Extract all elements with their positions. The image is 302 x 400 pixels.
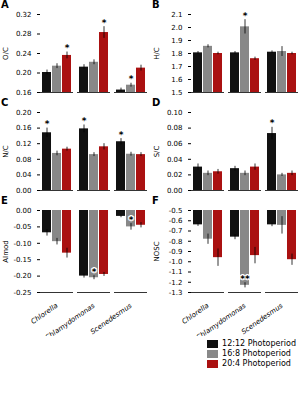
svg-text:*: * bbox=[119, 130, 124, 140]
svg-text:1.5: 1.5 bbox=[171, 89, 182, 97]
svg-text:1.8: 1.8 bbox=[171, 50, 182, 58]
svg-text:0.12: 0.12 bbox=[16, 140, 32, 148]
svg-text:0.04: 0.04 bbox=[167, 156, 183, 164]
html-text:F: F bbox=[152, 195, 159, 206]
svg-text:-1.2: -1.2 bbox=[169, 278, 183, 286]
svg-text:0.24: 0.24 bbox=[16, 50, 32, 58]
svg-text:0.00: 0.00 bbox=[16, 187, 32, 195]
svg-text:0.32: 0.32 bbox=[16, 11, 32, 19]
svg-text:**: ** bbox=[240, 274, 250, 284]
svg-text:-0.05: -0.05 bbox=[13, 223, 31, 231]
html-text:A: A bbox=[1, 0, 9, 10]
svg-text:-1.1: -1.1 bbox=[169, 268, 183, 276]
svg-text:-0.7: -0.7 bbox=[169, 227, 183, 235]
svg-text:AImod: AImod bbox=[2, 240, 10, 262]
svg-text:-0.20: -0.20 bbox=[13, 272, 31, 280]
html-text:12:12 Photoperiod: 12:12 Photoperiod bbox=[222, 339, 296, 348]
html-text:E: E bbox=[1, 195, 8, 206]
svg-text:*: * bbox=[270, 118, 275, 128]
svg-text:1.6: 1.6 bbox=[171, 76, 183, 84]
svg-text:H/C: H/C bbox=[153, 47, 161, 60]
svg-text:NOSC: NOSC bbox=[153, 241, 161, 261]
svg-text:Chlorella: Chlorella bbox=[181, 302, 211, 326]
svg-text:0.16: 0.16 bbox=[16, 124, 32, 132]
svg-text:0.10: 0.10 bbox=[167, 109, 183, 117]
html-text:16:8 Photoperiod: 16:8 Photoperiod bbox=[222, 349, 291, 358]
svg-text:2.0: 2.0 bbox=[171, 24, 182, 32]
svg-text:*: * bbox=[45, 119, 50, 129]
svg-text:0.28: 0.28 bbox=[16, 30, 32, 38]
svg-text:*: * bbox=[65, 43, 70, 53]
svg-text:2.1: 2.1 bbox=[171, 11, 182, 19]
svg-text:0.20: 0.20 bbox=[16, 69, 32, 77]
svg-text:0.16: 0.16 bbox=[16, 89, 32, 97]
svg-text:Scenedesmus: Scenedesmus bbox=[89, 302, 134, 336]
svg-text:Chlorella: Chlorella bbox=[30, 302, 60, 326]
svg-text:0.20: 0.20 bbox=[16, 109, 32, 117]
svg-text:N/C: N/C bbox=[2, 145, 10, 158]
svg-text:-0.9: -0.9 bbox=[169, 248, 183, 256]
svg-text:0.06: 0.06 bbox=[167, 140, 183, 148]
svg-text:S/C: S/C bbox=[153, 146, 161, 158]
svg-text:-1.3: -1.3 bbox=[169, 289, 183, 297]
svg-text:0.04: 0.04 bbox=[16, 171, 32, 179]
svg-text:0.02: 0.02 bbox=[167, 171, 183, 179]
svg-text:-1.0: -1.0 bbox=[169, 258, 183, 266]
svg-text:-0.15: -0.15 bbox=[13, 256, 31, 264]
svg-text:-0.6: -0.6 bbox=[169, 217, 183, 225]
svg-text:0.08: 0.08 bbox=[167, 124, 183, 132]
svg-text:-0.8: -0.8 bbox=[169, 237, 183, 245]
html-text:D: D bbox=[152, 97, 161, 108]
svg-text:O/C: O/C bbox=[2, 47, 10, 60]
svg-text:0.00: 0.00 bbox=[167, 187, 183, 195]
svg-text:*: * bbox=[82, 116, 87, 126]
svg-text:1.7: 1.7 bbox=[171, 63, 182, 71]
svg-text:0.08: 0.08 bbox=[16, 156, 32, 164]
svg-text:*: * bbox=[129, 74, 134, 84]
html-text:B: B bbox=[152, 0, 160, 10]
html-text:20:4 Photoperiod: 20:4 Photoperiod bbox=[222, 359, 291, 368]
svg-text:-0.5: -0.5 bbox=[169, 207, 183, 215]
svg-text:0.00: 0.00 bbox=[16, 207, 32, 215]
svg-text:*: * bbox=[243, 11, 248, 21]
svg-text:1.9: 1.9 bbox=[171, 37, 182, 45]
svg-text:*: * bbox=[92, 267, 97, 277]
svg-text:*: * bbox=[102, 18, 107, 28]
svg-text:-0.10: -0.10 bbox=[13, 240, 31, 248]
svg-text:*: * bbox=[129, 215, 134, 225]
svg-text:Scenedesmus: Scenedesmus bbox=[240, 302, 285, 336]
svg-text:-0.25: -0.25 bbox=[13, 289, 31, 297]
html-text:C: C bbox=[1, 97, 9, 108]
